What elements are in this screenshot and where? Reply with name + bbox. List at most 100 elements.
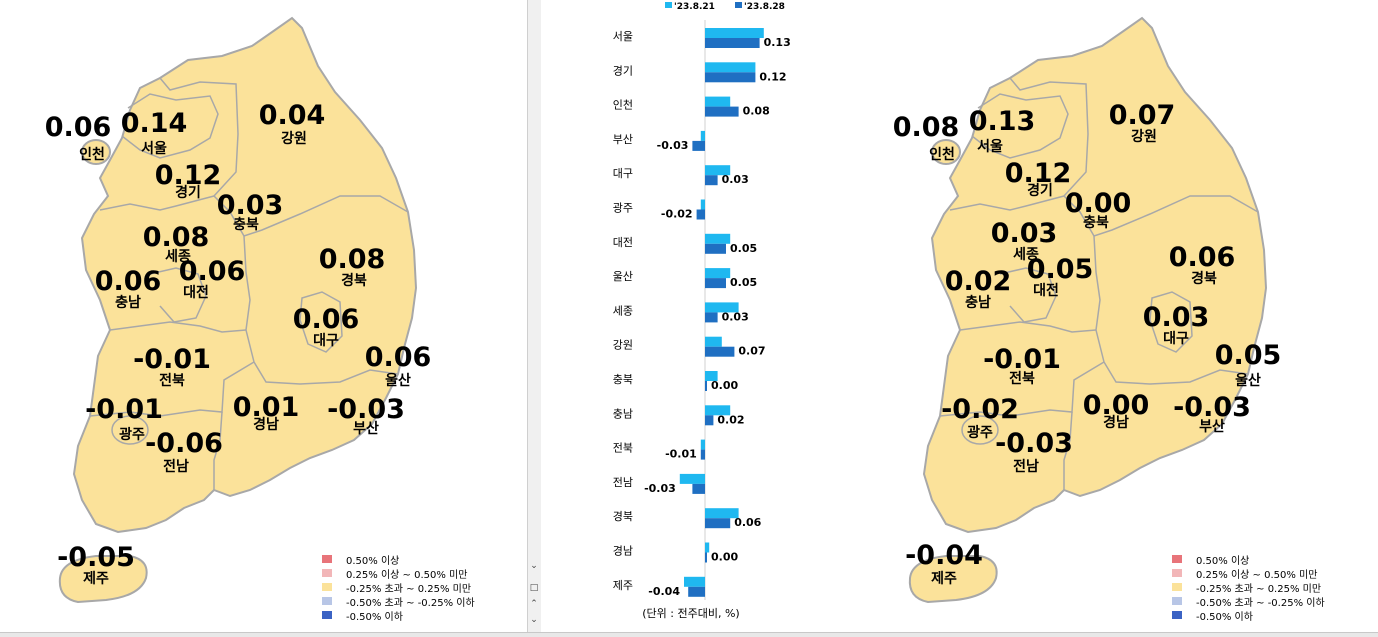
region-border <box>243 235 399 385</box>
region-value: -0.02 <box>941 394 1019 425</box>
region-name: 경기 <box>175 185 201 201</box>
legend-label: 0.25% 이상 ~ 0.50% 미만 <box>346 569 468 581</box>
region-value: 0.01 <box>232 392 300 423</box>
bar-prev-week <box>705 405 731 416</box>
mainland-shape <box>72 16 418 534</box>
region-name: 전남 <box>163 459 189 475</box>
legend-label: 0.25% 이상 ~ 0.50% 미만 <box>1196 569 1318 581</box>
page-icon[interactable]: □ <box>529 583 539 593</box>
data-label: 0.13 <box>764 36 791 49</box>
bar-chart-panel: '23.8.21 '23.8.28 서울 0.13 경기 0.12 인천 0.08 부산 -0.0… <box>541 0 847 632</box>
data-label: 0.00 <box>711 379 738 392</box>
region-name: 인천 <box>929 147 955 163</box>
category-label: 전남 <box>613 476 633 489</box>
region-border <box>299 291 343 353</box>
bar-prev-week <box>705 96 731 107</box>
category-label: 강원 <box>613 339 633 352</box>
category-label: 경기 <box>613 64 633 77</box>
region-value: 0.07 <box>1108 100 1176 131</box>
legend-label: -0.50% 초과 ~ -0.25% 이하 <box>1196 597 1325 609</box>
region-border <box>999 267 1057 323</box>
legend-swatch <box>1172 611 1182 619</box>
jeju-shape <box>908 555 998 604</box>
category-label: 대구 <box>613 167 633 180</box>
region-border <box>213 411 223 490</box>
region-value: 0.06 <box>292 304 360 335</box>
region-value: 0.08 <box>892 112 960 143</box>
bar-prev-week <box>705 336 722 347</box>
region-name: 전남 <box>1013 459 1039 475</box>
region-border <box>99 195 215 211</box>
left-map-panel: 0.06 인천 0.14 서울 0.04 강원 0.12 경기 0.03 충북 0.08 세종 0.06… <box>0 0 525 632</box>
data-label: 0.06 <box>734 516 761 529</box>
region-name: 경남 <box>253 417 279 433</box>
bar-prev-week <box>700 130 705 141</box>
region-value: 0.00 <box>1064 188 1132 219</box>
region-value: 0.00 <box>1082 390 1150 421</box>
category-label: 경북 <box>613 510 633 523</box>
bar-prev-week <box>679 473 705 484</box>
region-name: 세종 <box>165 249 191 265</box>
bar-curr-week <box>688 586 705 597</box>
region-border <box>939 361 1105 417</box>
legend-swatch <box>322 597 332 605</box>
region-name: 경기 <box>1027 183 1053 199</box>
legend-item: 0.25% 이상 ~ 0.50% 미만 <box>322 566 475 581</box>
region-value: 0.12 <box>154 160 222 191</box>
region-border <box>949 195 1065 211</box>
region-name: 경북 <box>341 273 367 289</box>
legend-item: -0.50% 이하 <box>322 608 475 623</box>
chevron-down-icon[interactable]: ⌄ <box>530 561 538 571</box>
bar-prev-week <box>705 542 710 553</box>
region-value: -0.01 <box>85 394 163 425</box>
region-value: 0.06 <box>1168 242 1236 273</box>
legend-label: '23.8.21 <box>674 2 715 12</box>
region-name: 인천 <box>79 147 105 163</box>
region-name: 전북 <box>159 373 185 389</box>
region-name: 충북 <box>233 217 259 233</box>
category-label: 서울 <box>613 30 633 43</box>
region-name: 경북 <box>1191 271 1217 287</box>
bar-curr-week <box>705 312 718 323</box>
data-label: -0.04 <box>648 585 680 598</box>
data-label: -0.03 <box>644 482 676 495</box>
bar-prev-week <box>705 28 764 38</box>
region-border <box>1009 77 1259 237</box>
legend-item: -0.50% 초과 ~ -0.25% 이하 <box>322 594 475 609</box>
region-name: 제주 <box>931 571 957 587</box>
bar-prev-week <box>705 508 739 519</box>
legend-label: -0.25% 초과 ~ 0.25% 미만 <box>346 583 472 595</box>
legend-item: 0.50% 이상 <box>1172 552 1325 567</box>
category-label: 충남 <box>613 407 633 420</box>
region-border <box>1149 291 1193 353</box>
double-chevron-down-icon[interactable]: ⌄ <box>530 615 538 625</box>
data-label: 0.03 <box>722 173 749 186</box>
bar-prev-week <box>705 371 718 381</box>
bar-curr-week <box>705 381 707 391</box>
double-chevron-up-icon[interactable]: ⌃ <box>530 599 538 609</box>
legend-swatch <box>735 2 742 8</box>
region-value: 0.02 <box>944 266 1012 297</box>
region-name: 충남 <box>115 295 141 311</box>
bar-chart: '23.8.21 '23.8.28 서울 0.13 경기 0.12 인천 0.08 부산 -0.0… <box>613 2 791 620</box>
region-value: 0.14 <box>120 108 188 139</box>
region-value: -0.03 <box>995 428 1073 459</box>
data-label: -0.01 <box>665 448 697 461</box>
data-label: -0.03 <box>657 139 689 152</box>
data-label: 0.05 <box>730 242 757 255</box>
legend-swatch <box>322 611 332 619</box>
bar-curr-week <box>705 518 731 529</box>
legend-swatch <box>322 569 332 577</box>
legend-label: -0.50% 초과 ~ -0.25% 이하 <box>346 597 475 609</box>
legend-swatch <box>1172 597 1182 605</box>
data-label: 0.00 <box>711 551 738 564</box>
vertical-splitter[interactable]: ⌄ □ ⌃ ⌄ <box>527 0 542 632</box>
region-value: 0.13 <box>968 106 1036 137</box>
left-map-legend: 0.50% 이상 0.25% 이상 ~ 0.50% 미만 -0.25% 초과 ~ 0… <box>322 552 475 623</box>
bar-curr-week <box>705 72 756 83</box>
category-label: 부산 <box>613 133 633 146</box>
bar-curr-week <box>696 209 705 220</box>
bar-curr-week <box>705 106 739 117</box>
bar-curr-week <box>692 483 705 494</box>
region-value: 0.08 <box>318 244 386 275</box>
